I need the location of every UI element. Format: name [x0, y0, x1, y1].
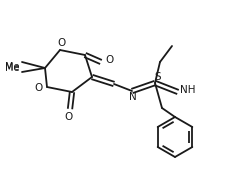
Text: Me: Me — [5, 63, 19, 73]
Text: NH: NH — [180, 85, 196, 95]
Text: O: O — [64, 112, 72, 122]
Text: Me: Me — [5, 62, 19, 72]
Text: N: N — [129, 92, 137, 102]
Text: O: O — [34, 83, 42, 93]
Text: O: O — [57, 38, 65, 48]
Text: O: O — [106, 55, 114, 65]
Text: S: S — [155, 72, 161, 82]
